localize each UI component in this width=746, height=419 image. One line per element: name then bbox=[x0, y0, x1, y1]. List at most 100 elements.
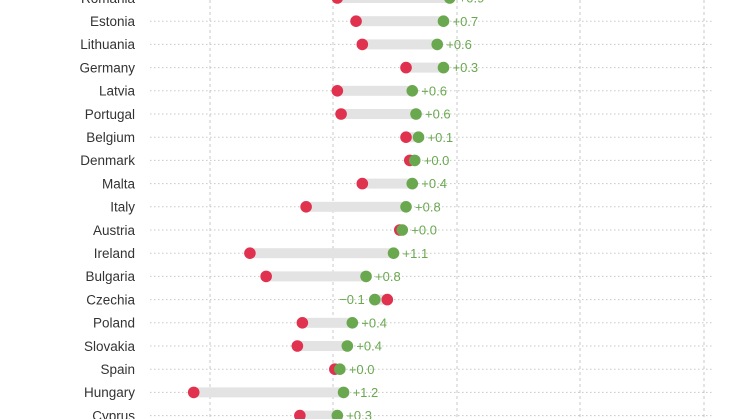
change-bar bbox=[266, 271, 367, 282]
change-label: +0.0 bbox=[424, 153, 450, 168]
start-point bbox=[356, 38, 369, 51]
start-point bbox=[356, 177, 369, 190]
row-czechia: Czechia −0.1 bbox=[86, 292, 712, 307]
country-label: Belgium bbox=[86, 130, 135, 145]
change-label: +1.2 bbox=[353, 385, 379, 400]
change-bar bbox=[337, 0, 450, 3]
end-point bbox=[406, 85, 419, 97]
change-label: +0.3 bbox=[452, 60, 478, 75]
change-bar bbox=[299, 410, 338, 419]
country-label: Portugal bbox=[85, 107, 135, 122]
end-point bbox=[369, 293, 381, 306]
row-austria: Austria +0.0 bbox=[93, 223, 712, 238]
end-point bbox=[410, 108, 422, 120]
change-bar bbox=[356, 16, 444, 27]
end-point bbox=[334, 363, 346, 376]
end-point bbox=[396, 224, 409, 236]
country-label: Denmark bbox=[80, 153, 135, 168]
change-label: +0.6 bbox=[425, 107, 451, 122]
chart-rows: Romania +0.9 Estonia +0.7 Lithuania +0.6 Germa… bbox=[79, 0, 712, 419]
row-ireland: Ireland +1.1 bbox=[94, 246, 712, 261]
change-bar bbox=[362, 178, 413, 189]
country-label: Germany bbox=[79, 60, 135, 75]
row-romania: Romania +0.9 bbox=[81, 0, 485, 6]
end-point bbox=[400, 201, 412, 213]
change-label: +0.7 bbox=[452, 14, 478, 29]
end-point bbox=[341, 340, 354, 352]
change-label: +0.8 bbox=[415, 199, 441, 214]
end-point bbox=[331, 409, 344, 419]
change-label: +0.6 bbox=[421, 83, 447, 98]
row-malta: Malta +0.4 bbox=[102, 176, 712, 191]
start-point bbox=[400, 61, 412, 74]
end-point bbox=[437, 61, 450, 74]
change-label: +0.6 bbox=[446, 37, 472, 52]
row-lithuania: Lithuania +0.6 bbox=[80, 37, 712, 52]
row-portugal: Portugal +0.6 bbox=[85, 107, 712, 122]
start-point bbox=[335, 108, 347, 120]
change-bar bbox=[306, 201, 407, 212]
row-latvia: Latvia +0.6 bbox=[99, 83, 712, 99]
country-label: Ireland bbox=[94, 246, 135, 261]
country-label: Hungary bbox=[84, 385, 135, 400]
change-label: +0.8 bbox=[375, 269, 401, 284]
change-label: +0.4 bbox=[361, 315, 387, 330]
country-label: Romania bbox=[81, 0, 136, 6]
change-bar bbox=[362, 39, 438, 50]
row-denmark: Denmark +0.0 bbox=[80, 153, 712, 168]
change-bar bbox=[341, 109, 417, 119]
end-point bbox=[412, 131, 425, 143]
row-slovakia: Slovakia +0.4 bbox=[84, 339, 712, 354]
change-label: +1.1 bbox=[403, 246, 429, 261]
end-point bbox=[444, 0, 456, 4]
change-bar bbox=[374, 294, 388, 305]
row-estonia: Estonia +0.7 bbox=[90, 14, 712, 29]
end-point bbox=[360, 270, 372, 283]
country-label: Malta bbox=[102, 176, 136, 191]
change-label: +0.1 bbox=[428, 130, 454, 145]
change-bar bbox=[193, 387, 344, 398]
start-point bbox=[381, 293, 394, 306]
change-bar bbox=[406, 132, 419, 143]
start-point bbox=[260, 270, 272, 283]
row-bulgaria: Bulgaria +0.8 bbox=[85, 269, 712, 284]
start-point bbox=[331, 0, 343, 4]
change-label: +0.3 bbox=[346, 408, 372, 419]
end-point bbox=[337, 386, 350, 399]
row-italy: Italy +0.8 bbox=[110, 199, 712, 215]
start-point bbox=[291, 340, 304, 352]
start-point bbox=[300, 201, 312, 213]
change-bar bbox=[406, 62, 444, 73]
country-label: Bulgaria bbox=[85, 269, 135, 284]
row-belgium: Belgium +0.1 bbox=[86, 130, 712, 145]
change-label: +0.0 bbox=[411, 223, 437, 238]
change-label: +0.4 bbox=[421, 176, 447, 191]
end-point bbox=[431, 38, 444, 51]
start-point bbox=[187, 386, 200, 399]
country-label: Estonia bbox=[90, 14, 136, 29]
change-bar bbox=[302, 317, 353, 328]
row-hungary: Hungary +1.2 bbox=[84, 385, 712, 400]
end-point bbox=[437, 15, 450, 27]
country-label: Latvia bbox=[99, 84, 136, 99]
end-point bbox=[408, 154, 421, 167]
start-point bbox=[294, 409, 306, 419]
country-label: Austria bbox=[93, 223, 136, 238]
change-bar bbox=[337, 85, 413, 96]
country-label: Czechia bbox=[86, 292, 135, 307]
change-bar bbox=[297, 341, 348, 351]
end-point bbox=[387, 247, 400, 259]
start-point bbox=[244, 247, 256, 259]
country-label: Cyprus bbox=[92, 408, 135, 419]
change-label: −0.1 bbox=[339, 292, 365, 307]
row-germany: Germany +0.3 bbox=[79, 60, 712, 75]
country-label: Poland bbox=[93, 316, 135, 331]
country-label: Italy bbox=[110, 200, 135, 215]
row-poland: Poland +0.4 bbox=[93, 315, 712, 331]
change-label: +0.9 bbox=[459, 0, 485, 6]
row-cyprus: Cyprus +0.3 bbox=[92, 408, 712, 419]
end-point bbox=[406, 177, 419, 190]
end-point bbox=[346, 317, 359, 329]
row-spain: Spain +0.0 bbox=[100, 362, 712, 377]
